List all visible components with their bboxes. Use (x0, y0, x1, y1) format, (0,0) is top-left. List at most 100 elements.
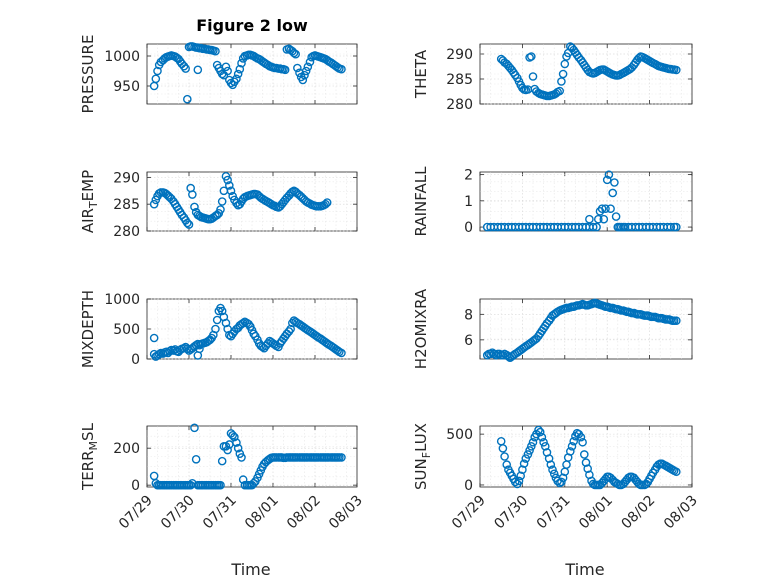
data-point (525, 446, 534, 455)
data-point (672, 222, 681, 232)
y-tick-label: 285 (446, 72, 473, 88)
data-point (322, 198, 332, 207)
x-tick-label: 08/03 (661, 493, 701, 533)
data-point (233, 443, 243, 453)
data-point (190, 202, 199, 212)
data-point (519, 459, 529, 468)
data-point (183, 218, 192, 228)
data-point (190, 423, 199, 433)
data-point (291, 49, 300, 59)
data-point (289, 48, 299, 58)
series-points (149, 423, 346, 490)
x-tick-label: 07/31 (534, 493, 574, 533)
data-point (217, 306, 227, 316)
y-tick-label: 500 (446, 427, 473, 443)
data-point (191, 454, 201, 464)
y-tick-label: 285 (113, 197, 140, 213)
figure-title: Figure 2 low (196, 16, 308, 35)
data-point (558, 473, 568, 483)
y-tick-label: 500 (113, 322, 140, 338)
y-tick-label: 6 (464, 333, 473, 349)
data-point (666, 222, 676, 232)
data-point (569, 436, 579, 446)
data-point (502, 460, 512, 469)
subplot-mixdepth: 0 500 1000 MIXDEPTH (79, 290, 358, 368)
subplot-h2omixra: 6 8 H2OMIXRA (412, 288, 693, 369)
data-point (238, 318, 248, 328)
data-point (184, 220, 194, 229)
x-tick-label: 07/29 (449, 493, 489, 533)
subplot-air_temp: 280 285 290 AIRTEMP (79, 170, 358, 240)
data-point (235, 64, 245, 74)
series-points (482, 170, 681, 232)
y-axis-label: AIRTEMP (79, 170, 100, 233)
y-axis-label: THETA (412, 49, 430, 99)
data-point (597, 204, 607, 214)
data-point (588, 222, 598, 232)
series-points (482, 298, 681, 363)
data-point (540, 442, 550, 451)
data-point (580, 450, 589, 459)
series-points (496, 42, 681, 101)
data-point (672, 65, 681, 75)
data-point (286, 324, 295, 334)
y-tick-label: 0 (464, 478, 473, 494)
data-point (303, 62, 313, 72)
y-tick-label: 8 (464, 307, 473, 323)
data-point (539, 437, 548, 447)
data-point (237, 58, 246, 68)
x-tick-label: 08/01 (576, 493, 616, 533)
data-point (557, 477, 566, 487)
y-axis-label: SUNFLUX (412, 423, 433, 490)
y-tick-label: 280 (113, 224, 140, 240)
x-tick-label: 07/29 (116, 493, 156, 533)
data-point (293, 63, 302, 73)
data-point (544, 454, 554, 463)
data-point (298, 75, 308, 85)
data-point (230, 432, 239, 442)
series-points (149, 42, 346, 104)
x-tick-label: 08/02 (619, 493, 659, 533)
data-point (558, 69, 568, 79)
data-point (221, 62, 231, 72)
data-point (337, 64, 346, 74)
data-point (498, 350, 508, 360)
x-tick-label: 08/01 (242, 493, 282, 533)
y-tick-label: 290 (446, 47, 473, 63)
data-point (576, 432, 586, 442)
data-point (527, 442, 536, 451)
x-tick-label: 07/30 (158, 493, 198, 533)
subplot-theta: 280 285 290 THETA (412, 42, 693, 113)
data-point (585, 214, 594, 224)
data-point (149, 349, 159, 359)
data-point (195, 344, 204, 354)
data-point (672, 316, 681, 326)
y-axis-label: MIXDEPTH (79, 290, 97, 368)
y-tick-label: 290 (113, 170, 140, 186)
data-point (300, 70, 309, 80)
data-point (211, 324, 220, 334)
data-point (211, 46, 220, 56)
series-points (149, 171, 332, 229)
y-tick-label: 0 (131, 352, 140, 368)
data-point (183, 94, 192, 104)
data-point (193, 65, 203, 75)
data-point (510, 477, 520, 487)
data-point (500, 452, 509, 461)
data-point (518, 465, 527, 475)
subplot-terr_msl: 07/29 07/30 07/31 08/01 08/02 08/03 0 200 TERRMS… (79, 422, 366, 579)
x-axis-label: Time (230, 560, 270, 579)
y-axis-label: TERRMSL (79, 422, 100, 491)
series-points (496, 425, 681, 490)
data-point (217, 456, 227, 466)
data-point (566, 447, 575, 456)
y-tick-label: 2 (464, 168, 473, 184)
data-point (153, 66, 162, 76)
data-point (555, 86, 565, 96)
data-point (549, 469, 559, 479)
data-point (581, 458, 591, 467)
y-axis-label: RAINFALL (412, 166, 430, 237)
data-point (232, 74, 241, 84)
data-point (226, 186, 236, 196)
data-point (217, 197, 227, 206)
